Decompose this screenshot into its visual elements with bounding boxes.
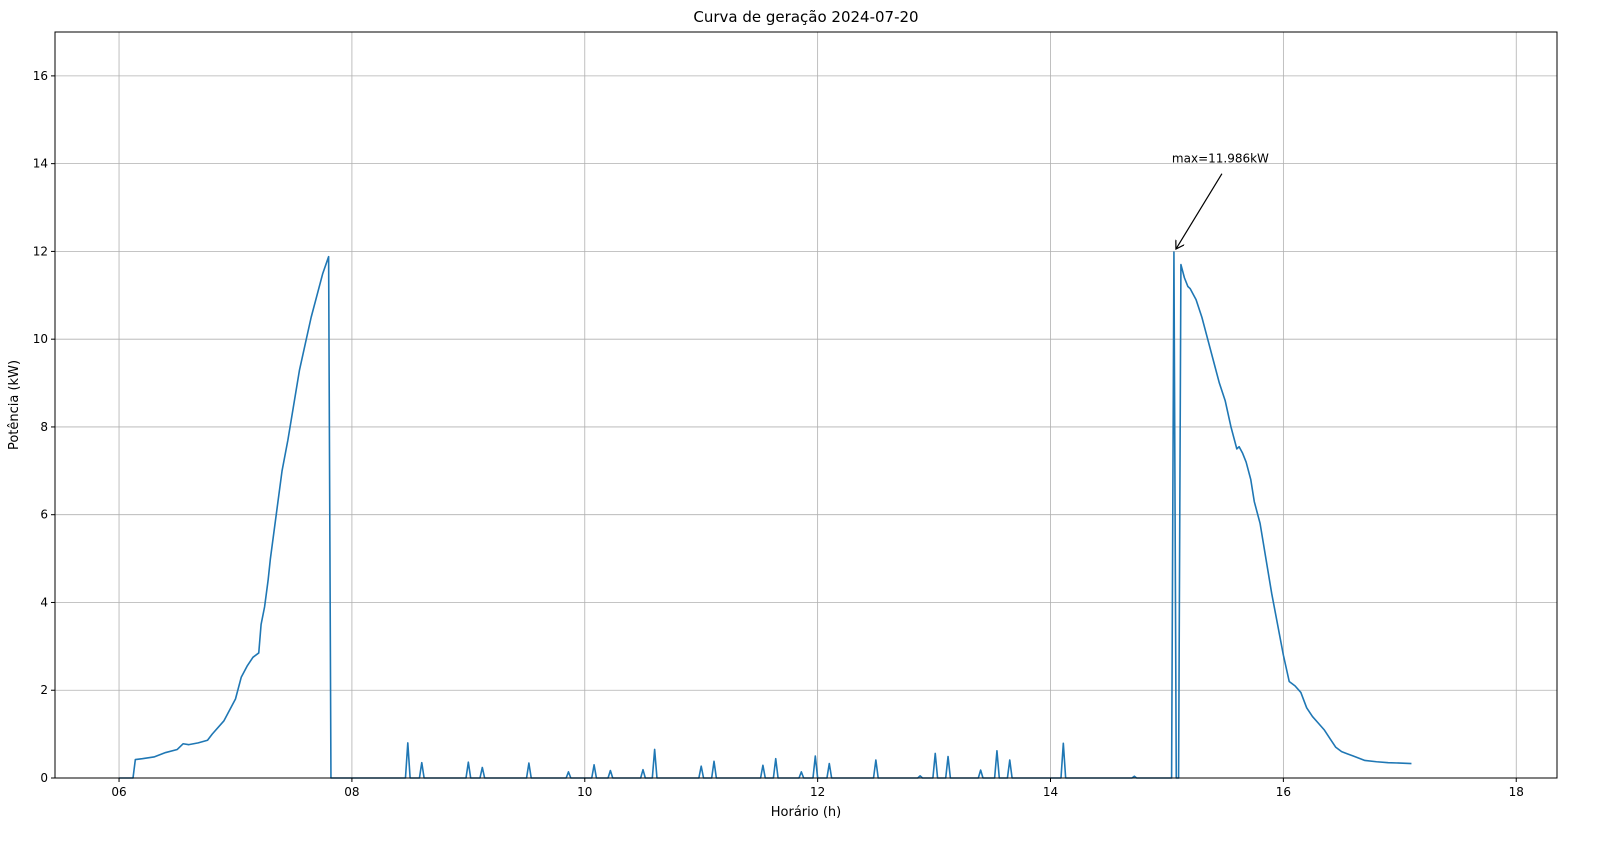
plot-background (55, 32, 1557, 778)
x-tick-label-08: 08 (344, 785, 359, 799)
y-tick-label-4: 4 (40, 595, 48, 609)
x-tick-label-14: 14 (1043, 785, 1058, 799)
axes-frame (54, 31, 1558, 779)
x-tick-label-12: 12 (810, 785, 825, 799)
y-tick-label-10: 10 (33, 332, 48, 346)
y-tick-label-6: 6 (40, 508, 48, 522)
y-axis-label: Potência (kW) (7, 360, 22, 450)
annotation-text-0: max=11.986kW (1172, 152, 1269, 166)
y-tick-label-16: 16 (33, 69, 48, 83)
plot-area: 06 08 10 12 14 16 18 0 2 4 6 8 10 12 14 16 max=11.986kW (33, 31, 1558, 799)
y-tick-label-2: 2 (40, 683, 48, 697)
x-tick-label-18: 18 (1509, 785, 1524, 799)
x-tick-label-16: 16 (1276, 785, 1291, 799)
x-tick-label-10: 10 (577, 785, 592, 799)
annotation-arrow-0 (1176, 173, 1223, 249)
x-tick-label-06: 06 (111, 785, 126, 799)
x-axis-label: Horário (h) (771, 805, 841, 820)
y-tick-label-0: 0 (40, 771, 48, 785)
y-tick-label-14: 14 (33, 157, 48, 171)
y-tick-label-8: 8 (40, 420, 48, 434)
y-tick-label-12: 12 (33, 244, 48, 258)
chart-title: Curva de geração 2024-07-20 (693, 8, 918, 26)
